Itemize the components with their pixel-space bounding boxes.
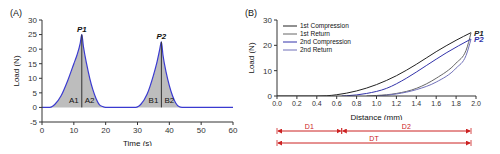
svg-text:A2: A2 xyxy=(85,96,95,105)
html-text:2nd Compression: 2nd Compression xyxy=(300,38,351,45)
svg-text:Load (N): Load (N) xyxy=(247,42,256,73)
svg-text:50: 50 xyxy=(197,126,206,135)
svg-text:-5: -5 xyxy=(30,118,38,127)
html-text:1st Return: 1st Return xyxy=(300,30,330,37)
svg-text:A1: A1 xyxy=(69,96,79,105)
svg-text:20: 20 xyxy=(101,126,110,135)
svg-text:0.8: 0.8 xyxy=(352,100,362,107)
svg-text:10: 10 xyxy=(263,67,272,76)
html-text:(A): (A) xyxy=(10,8,22,18)
svg-text:B2: B2 xyxy=(164,96,174,105)
svg-text:0.6: 0.6 xyxy=(332,100,342,107)
html-text:1st Compression: 1st Compression xyxy=(300,22,349,29)
svg-text:D2: D2 xyxy=(402,123,411,130)
svg-text:0.0: 0.0 xyxy=(272,100,282,107)
svg-text:D1: D1 xyxy=(305,123,314,130)
html-text:2nd Return: 2nd Return xyxy=(300,46,333,53)
svg-text:40: 40 xyxy=(165,126,174,135)
svg-text:0: 0 xyxy=(268,92,273,101)
svg-text:1.2: 1.2 xyxy=(392,100,402,107)
svg-text:0.2: 0.2 xyxy=(292,100,302,107)
svg-text:25: 25 xyxy=(28,30,37,39)
svg-text:30: 30 xyxy=(28,16,37,25)
svg-text:0: 0 xyxy=(40,126,45,135)
svg-text:10: 10 xyxy=(69,126,78,135)
svg-text:P1: P1 xyxy=(474,28,484,38)
svg-text:1.0: 1.0 xyxy=(372,100,382,107)
svg-text:20: 20 xyxy=(263,41,272,50)
svg-text:15: 15 xyxy=(28,60,37,69)
svg-text:1.6: 1.6 xyxy=(431,100,441,107)
svg-text:Load (N): Load (N) xyxy=(12,55,21,86)
svg-text:P2: P2 xyxy=(474,35,484,44)
svg-text:0: 0 xyxy=(33,103,38,112)
svg-text:5: 5 xyxy=(33,89,38,98)
svg-text:Distance (mm): Distance (mm) xyxy=(350,113,402,120)
svg-text:1.4: 1.4 xyxy=(411,100,421,107)
svg-text:30: 30 xyxy=(133,126,142,135)
svg-text:Time (s): Time (s) xyxy=(123,139,152,146)
svg-text:60: 60 xyxy=(229,126,238,135)
svg-text:P2: P2 xyxy=(156,32,166,41)
svg-text:P1: P1 xyxy=(77,25,87,34)
svg-text:1.8: 1.8 xyxy=(451,100,461,107)
svg-text:30: 30 xyxy=(263,16,272,25)
html-text:(B): (B) xyxy=(245,8,257,18)
svg-text:DT: DT xyxy=(369,135,379,142)
svg-text:10: 10 xyxy=(28,74,37,83)
svg-text:2.0: 2.0 xyxy=(471,100,481,107)
svg-text:0.4: 0.4 xyxy=(312,100,322,107)
svg-text:B1: B1 xyxy=(149,96,159,105)
svg-text:20: 20 xyxy=(28,45,37,54)
